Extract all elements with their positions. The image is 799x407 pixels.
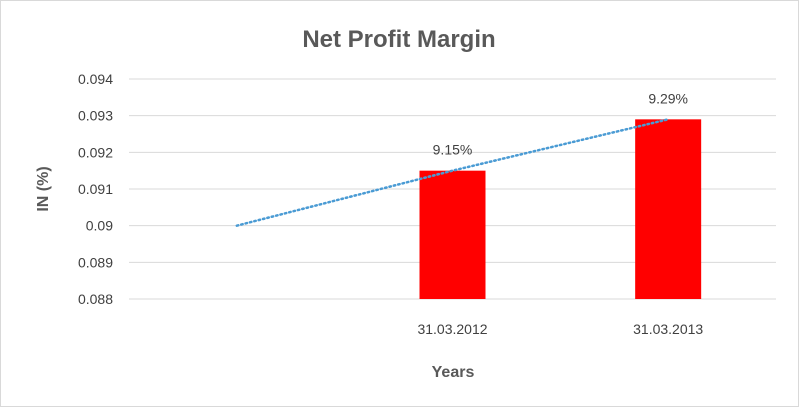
bar — [419, 170, 486, 299]
y-tick-label: 0.089 — [78, 254, 113, 270]
y-axis-title: IN (%) — [35, 166, 52, 211]
data-label: 9.29% — [648, 90, 688, 106]
y-tick-label: 0.091 — [78, 181, 113, 197]
y-tick-label: 0.093 — [78, 108, 113, 124]
trendline-layer — [235, 118, 670, 227]
data-labels: 9.15% 9.29% — [433, 90, 688, 157]
trendline — [235, 118, 670, 227]
x-tick-label: 31.03.2013 — [633, 321, 703, 337]
y-axis-ticks: 0.088 0.089 0.09 0.091 0.092 0.093 0.094 — [78, 71, 113, 307]
y-tick-label: 0.088 — [78, 291, 113, 307]
data-label: 9.15% — [433, 142, 473, 158]
y-tick-label: 0.094 — [78, 71, 113, 87]
y-tick-label: 0.09 — [86, 218, 113, 234]
x-axis-title: Years — [432, 364, 475, 381]
y-tick-label: 0.092 — [78, 144, 113, 160]
x-tick-label: 31.03.2012 — [417, 321, 487, 337]
bars — [419, 119, 702, 299]
chart-title: Net Profit Margin — [302, 26, 495, 53]
x-axis-ticks: 31.03.2012 31.03.2013 — [417, 321, 703, 337]
bar — [635, 119, 702, 299]
